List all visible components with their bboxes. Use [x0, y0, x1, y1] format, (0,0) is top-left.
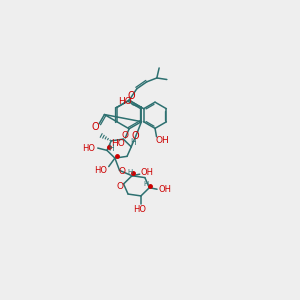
Text: O: O: [118, 167, 125, 176]
Text: H: H: [144, 181, 149, 187]
Text: OH: OH: [141, 168, 154, 177]
Text: HO: HO: [94, 166, 107, 175]
Text: O: O: [92, 122, 99, 132]
Text: H: H: [127, 169, 132, 175]
Text: HO: HO: [133, 205, 146, 214]
Text: HO: HO: [82, 144, 95, 153]
Text: O: O: [122, 131, 128, 140]
Text: O: O: [131, 130, 139, 140]
Text: H: H: [130, 138, 136, 147]
Text: HO: HO: [112, 139, 125, 148]
Text: OH: OH: [156, 136, 170, 145]
Text: O: O: [117, 182, 124, 191]
Text: HO: HO: [118, 97, 131, 106]
Text: O: O: [128, 92, 135, 101]
Text: H: H: [109, 144, 115, 153]
Text: OH: OH: [158, 185, 171, 194]
